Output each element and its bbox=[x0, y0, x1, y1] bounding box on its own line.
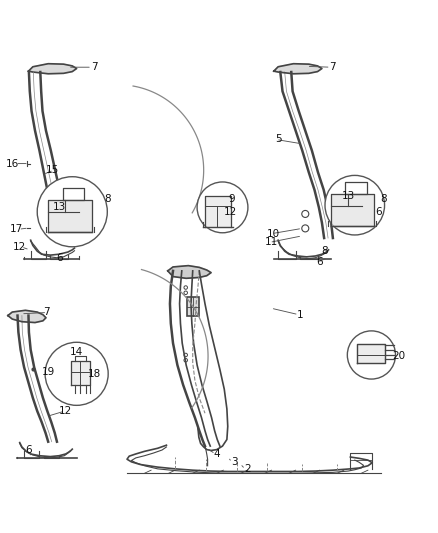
Text: 7: 7 bbox=[329, 62, 336, 72]
Text: 3: 3 bbox=[231, 457, 238, 467]
Text: 5: 5 bbox=[275, 134, 282, 144]
Text: 12: 12 bbox=[13, 242, 26, 252]
Text: 15: 15 bbox=[46, 165, 59, 175]
Text: 14: 14 bbox=[70, 347, 83, 357]
Text: 18: 18 bbox=[88, 369, 101, 379]
FancyBboxPatch shape bbox=[187, 297, 199, 316]
Text: 6: 6 bbox=[375, 207, 382, 217]
Text: 9: 9 bbox=[229, 193, 236, 204]
Text: 8: 8 bbox=[380, 193, 387, 204]
Text: 10: 10 bbox=[267, 229, 280, 239]
Text: 11: 11 bbox=[265, 237, 278, 247]
Circle shape bbox=[37, 177, 107, 247]
Text: 4: 4 bbox=[213, 449, 220, 459]
Text: 7: 7 bbox=[91, 62, 98, 72]
Text: 13: 13 bbox=[53, 203, 66, 212]
Text: 19: 19 bbox=[42, 367, 55, 377]
Text: 2: 2 bbox=[244, 464, 251, 474]
Polygon shape bbox=[274, 64, 322, 74]
Polygon shape bbox=[28, 64, 77, 74]
Text: 6: 6 bbox=[25, 445, 32, 455]
Text: 13: 13 bbox=[342, 191, 355, 201]
Text: 8: 8 bbox=[321, 246, 328, 256]
Circle shape bbox=[347, 331, 396, 379]
Polygon shape bbox=[8, 310, 46, 322]
Text: 12: 12 bbox=[59, 406, 72, 416]
Text: 7: 7 bbox=[42, 308, 49, 318]
Text: 12: 12 bbox=[223, 207, 237, 217]
Polygon shape bbox=[205, 196, 231, 227]
Circle shape bbox=[325, 175, 385, 235]
Text: 6: 6 bbox=[316, 257, 323, 267]
Text: 16: 16 bbox=[6, 159, 19, 168]
Polygon shape bbox=[48, 200, 92, 232]
Polygon shape bbox=[168, 265, 211, 278]
Text: 20: 20 bbox=[392, 351, 405, 361]
Polygon shape bbox=[71, 361, 89, 385]
Text: 1: 1 bbox=[297, 310, 304, 320]
Polygon shape bbox=[331, 194, 374, 225]
Circle shape bbox=[45, 342, 108, 405]
Text: 8: 8 bbox=[104, 193, 111, 204]
Circle shape bbox=[197, 182, 248, 233]
Text: 6: 6 bbox=[56, 253, 63, 263]
Polygon shape bbox=[357, 344, 385, 364]
Text: 17: 17 bbox=[10, 224, 23, 235]
